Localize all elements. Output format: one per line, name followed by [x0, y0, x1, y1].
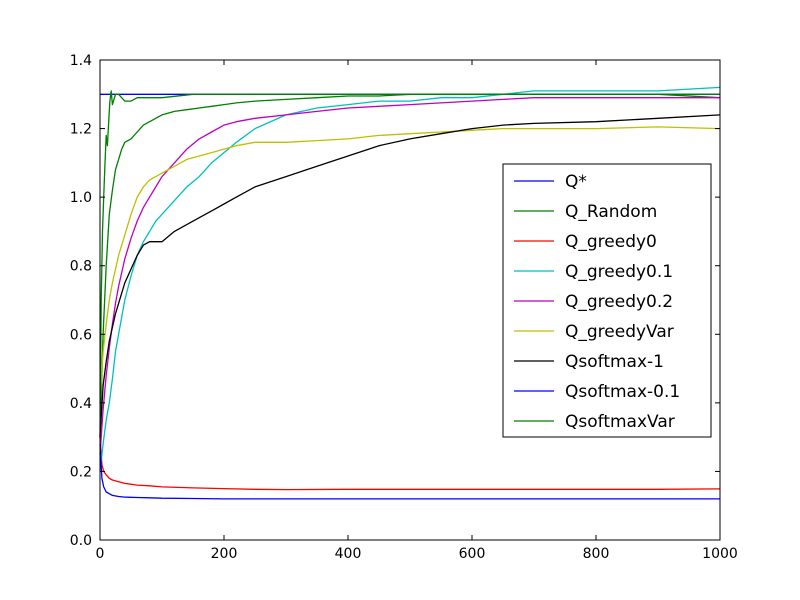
- y-tick-label: 1.0: [70, 190, 92, 206]
- legend-label: Qsoftmax-1: [565, 352, 664, 372]
- legend-label: Q_greedy0.1: [565, 262, 673, 282]
- x-tick-label: 1000: [702, 546, 738, 562]
- legend: Q* Q_Random Q_greedy0 Q_greedy0.1 Q_greedy0.…: [502, 163, 712, 438]
- y-tick-label: 1.4: [70, 53, 92, 69]
- series-line-4: [99, 97, 720, 455]
- y-tick-label: 0.2: [70, 464, 92, 480]
- legend-label: Q_Random: [565, 202, 657, 222]
- y-tick-label: 1.2: [70, 122, 92, 138]
- x-tick-label: 200: [211, 546, 238, 562]
- plot-frame: [99, 59, 721, 541]
- y-tick-label: 0.4: [70, 396, 92, 412]
- x-tick-label: 600: [459, 546, 486, 562]
- y-tick-label: 0.0: [70, 533, 92, 549]
- legend-label: QsoftmaxVar: [565, 412, 675, 432]
- axis-ticks: 0 200 400 600 800 1000 0.0 0.2 0.4 0.6 0.8 1.0 1.2 1.…: [70, 53, 738, 562]
- x-tick-label: 400: [335, 546, 362, 562]
- y-tick-label: 0.6: [70, 327, 92, 343]
- series-line-2: [99, 437, 721, 491]
- series-line-8: [99, 90, 720, 438]
- x-tick-label: 800: [583, 546, 610, 562]
- y-tick-label: 0.8: [70, 259, 92, 275]
- legend-label: Qsoftmax-0.1: [565, 382, 680, 402]
- legend-label: Q_greedy0.2: [565, 292, 673, 312]
- legend-label: Q*: [565, 172, 587, 192]
- legend-label: Q_greedyVar: [565, 322, 674, 342]
- x-tick-label: 0: [96, 546, 105, 562]
- series-line-3: [99, 86, 721, 472]
- series-line-6: [99, 114, 721, 438]
- legend-label: Q_greedy0: [565, 232, 657, 252]
- series-lines: [99, 86, 721, 500]
- series-line-7: [99, 443, 720, 500]
